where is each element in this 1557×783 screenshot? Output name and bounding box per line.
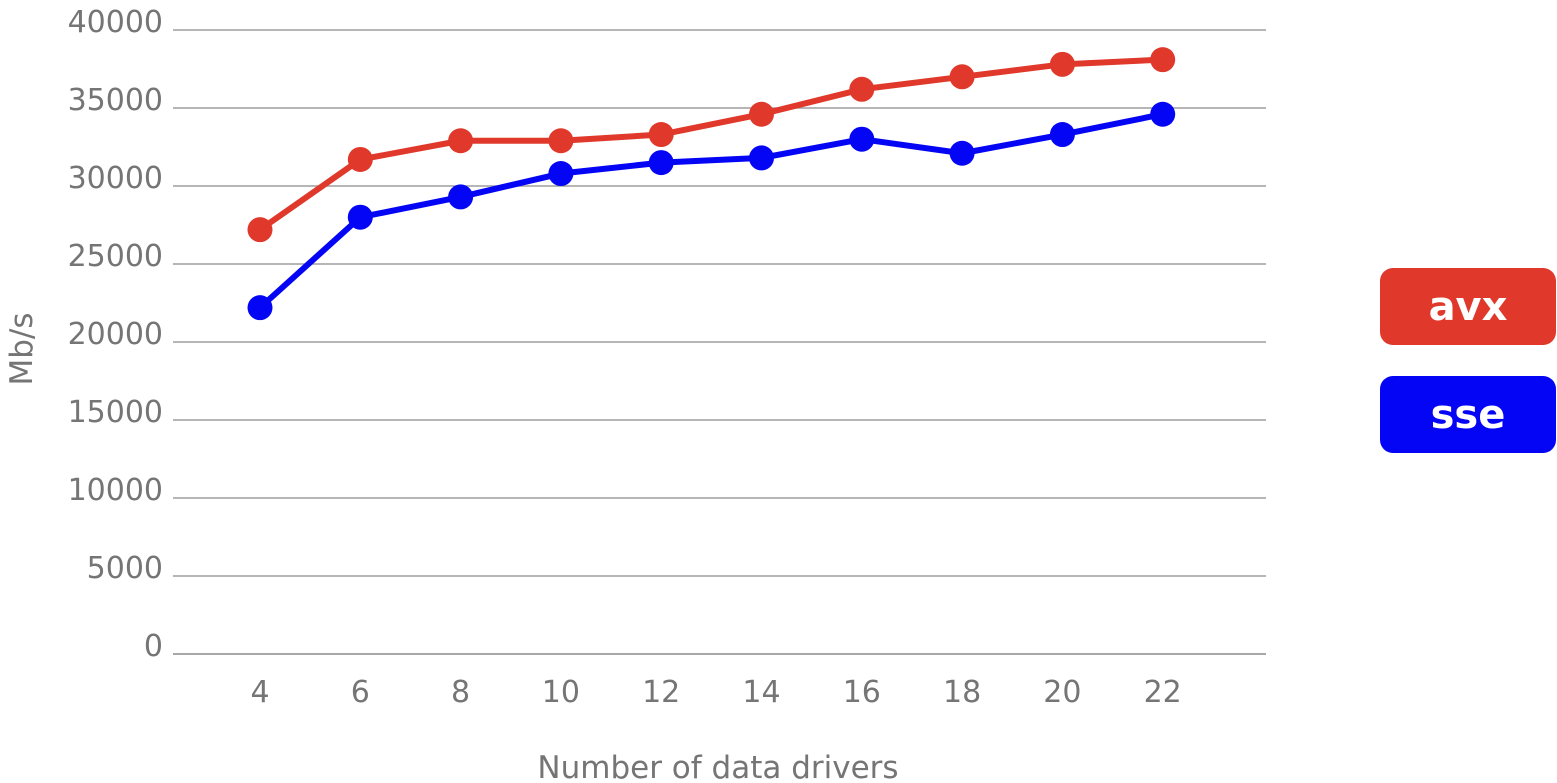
- data-point-avx: [648, 122, 674, 148]
- data-point-avx: [347, 146, 373, 172]
- x-tick-label: 16: [843, 675, 881, 710]
- data-point-avx: [849, 76, 875, 102]
- data-point-sse: [448, 184, 474, 210]
- data-point-sse: [949, 140, 975, 166]
- y-tick-label: 10000: [68, 473, 163, 508]
- x-axis-title: Number of data drivers: [537, 750, 898, 783]
- data-point-avx: [749, 101, 774, 127]
- x-tick-label: 20: [1043, 675, 1081, 710]
- data-point-avx: [448, 128, 474, 154]
- y-tick-label: 30000: [68, 161, 163, 196]
- series-line-avx: [257, 56, 1166, 233]
- y-tick-label: 35000: [68, 83, 163, 118]
- legend-label: sse: [1431, 392, 1506, 438]
- data-point-sse: [648, 150, 674, 176]
- data-point-sse: [1150, 101, 1176, 127]
- series-avx: [247, 47, 1176, 243]
- series-sse: [247, 101, 1176, 321]
- data-point-sse: [347, 204, 373, 230]
- y-axis-ticks: 0 5000 10000 15000 20000 25000 30000 35000 40000: [68, 5, 163, 664]
- data-point-sse: [1049, 122, 1075, 148]
- x-tick-label: 22: [1144, 675, 1182, 710]
- x-tick-label: 12: [642, 675, 680, 710]
- data-point-avx: [949, 64, 975, 90]
- x-tick-label: 8: [451, 675, 470, 710]
- legend-item-sse: sse: [1380, 376, 1556, 453]
- data-point-avx: [1049, 51, 1075, 77]
- data-point-sse: [247, 295, 273, 321]
- gridlines: [173, 29, 1266, 655]
- legend: avx sse: [1380, 268, 1556, 453]
- legend-label: avx: [1429, 284, 1508, 330]
- x-tick-label: 18: [943, 675, 981, 710]
- y-tick-label: 25000: [68, 239, 163, 274]
- legend-swatch: [1380, 268, 1556, 345]
- y-tick-label: 0: [144, 629, 163, 664]
- y-tick-label: 5000: [87, 551, 163, 586]
- y-tick-label: 40000: [68, 5, 163, 40]
- data-point-sse: [849, 126, 875, 152]
- data-point-sse: [548, 161, 574, 187]
- y-axis-title: Mb/s: [4, 312, 40, 385]
- series-layer: [247, 47, 1176, 321]
- y-tick-label: 20000: [68, 317, 163, 352]
- x-tick-label: 6: [351, 675, 370, 710]
- x-tick-label: 14: [742, 675, 780, 710]
- data-point-sse: [749, 145, 774, 171]
- legend-item-avx: avx: [1380, 268, 1556, 345]
- x-tick-label: 4: [250, 675, 269, 710]
- series-line-sse: [257, 111, 1166, 311]
- x-axis-ticks: 4 6 8 10 12 14 16 18 20 22: [250, 675, 1181, 710]
- data-point-avx: [1150, 47, 1176, 73]
- y-tick-label: 15000: [68, 395, 163, 430]
- legend-swatch: [1380, 376, 1556, 453]
- x-tick-label: 10: [542, 675, 580, 710]
- data-point-avx: [247, 217, 273, 243]
- data-point-avx: [548, 128, 574, 154]
